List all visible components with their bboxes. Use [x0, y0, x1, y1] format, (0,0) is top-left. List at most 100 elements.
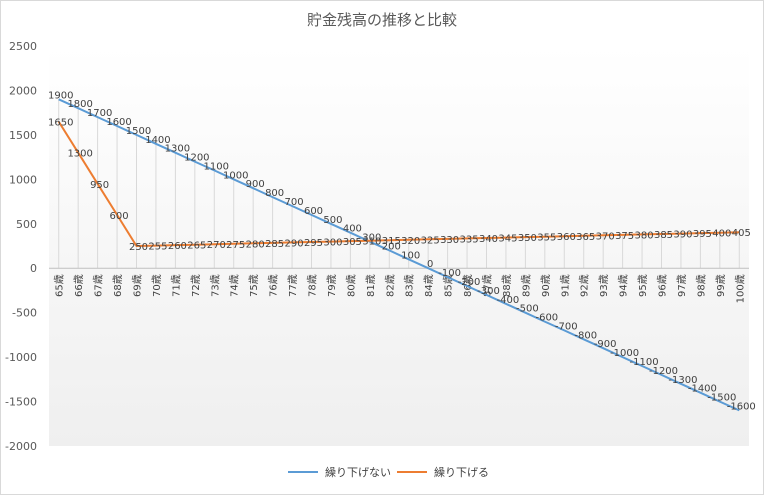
- data-label: -1500: [707, 393, 736, 404]
- x-tick-label: 73歳: [209, 274, 221, 297]
- data-label: -200: [458, 277, 481, 288]
- data-label: -1400: [688, 384, 717, 395]
- data-label: 1500: [126, 126, 151, 137]
- x-tick-label: 68歳: [112, 274, 124, 297]
- data-label: -1300: [668, 375, 697, 386]
- data-label: 1700: [87, 108, 112, 119]
- data-label: 0: [427, 259, 433, 270]
- data-label: 700: [285, 197, 304, 208]
- data-label: -1100: [630, 357, 659, 368]
- data-label: 1200: [184, 153, 209, 164]
- data-label: 390: [673, 230, 692, 241]
- data-label: 320: [401, 236, 420, 247]
- data-label: -700: [555, 321, 578, 332]
- data-label: 250: [129, 242, 148, 253]
- x-tick-label: 74歳: [229, 274, 241, 297]
- y-tick-label: 1500: [9, 129, 37, 142]
- x-tick-label: 87歳: [482, 274, 494, 297]
- x-tick-label: 99歳: [715, 274, 727, 297]
- data-label: 395: [693, 229, 712, 240]
- x-tick-label: 91歳: [559, 274, 571, 297]
- data-label: 325: [421, 235, 440, 246]
- data-label: 270: [207, 240, 226, 251]
- x-tick-label: 69歳: [132, 274, 144, 297]
- data-label: 500: [323, 215, 342, 226]
- series-line-1: [58, 98, 740, 412]
- data-label: 1400: [145, 135, 170, 146]
- data-label: 1000: [223, 170, 248, 181]
- data-label: -100: [438, 268, 461, 279]
- data-label: 200: [382, 241, 401, 252]
- data-label: 295: [304, 238, 323, 249]
- data-label: 375: [615, 231, 634, 242]
- data-label: 280: [246, 239, 265, 250]
- data-label: 300: [362, 233, 381, 244]
- y-tick-label: 0: [30, 262, 37, 275]
- data-label: 1300: [165, 144, 190, 155]
- data-label: 335: [460, 234, 479, 245]
- series-line-2: [57, 121, 740, 247]
- data-label: 370: [596, 231, 615, 242]
- legend-label-series-1: 繰り下げない: [325, 465, 391, 479]
- x-tick-label: 89歳: [520, 274, 532, 297]
- data-label: 600: [304, 206, 323, 217]
- x-tick-label: 78歳: [307, 274, 319, 297]
- x-tick-label: 71歳: [170, 274, 182, 297]
- x-tick-label: 84歳: [423, 274, 435, 297]
- y-tick-label: 500: [16, 218, 37, 231]
- legend: 繰り下げない 繰り下げる: [288, 465, 489, 479]
- data-label: 950: [90, 180, 109, 191]
- data-label: 1600: [106, 117, 131, 128]
- data-label: -1600: [727, 401, 756, 412]
- y-tick-label: 2500: [9, 40, 37, 53]
- data-label: 260: [168, 241, 187, 252]
- data-label: 365: [576, 232, 595, 243]
- data-label: 330: [440, 235, 459, 246]
- x-tick-label: 90歳: [540, 274, 552, 297]
- data-label: 350: [518, 233, 537, 244]
- data-label: -900: [594, 339, 617, 350]
- y-tick-label: -2000: [5, 440, 37, 453]
- x-tick-label: 72歳: [190, 274, 202, 297]
- x-tick-label: 94歳: [618, 274, 630, 297]
- data-label: 1650: [48, 118, 73, 129]
- y-tick-label: -1000: [5, 351, 37, 364]
- x-tick-label: 92歳: [579, 274, 591, 297]
- data-label: 600: [110, 211, 129, 222]
- data-label: 385: [654, 230, 673, 241]
- chart-title: 貯金残高の推移と比較: [307, 11, 457, 29]
- data-label: 345: [498, 234, 517, 245]
- legend-label-series-2: 繰り下げる: [434, 465, 489, 479]
- x-tick-label: 77歳: [287, 274, 299, 297]
- x-tick-label: 96歳: [657, 274, 669, 297]
- x-tick-label: 76歳: [268, 274, 280, 297]
- data-label: -1000: [610, 348, 639, 359]
- data-label: 1300: [67, 149, 92, 160]
- data-label: 275: [226, 240, 245, 251]
- data-label: 400: [343, 224, 362, 235]
- data-label: -1200: [649, 366, 678, 377]
- x-tick-label: 93歳: [598, 274, 610, 297]
- data-label: 1100: [204, 161, 229, 172]
- x-tick-label: 79歳: [326, 274, 338, 297]
- x-tick-label: 70歳: [151, 274, 163, 297]
- x-tick-label: 65歳: [54, 274, 66, 297]
- data-label: 900: [246, 179, 265, 190]
- data-label: 285: [265, 239, 284, 250]
- x-tick-label: 97歳: [676, 274, 688, 297]
- data-label: 305: [343, 237, 362, 248]
- x-tick-label: 88歳: [501, 274, 513, 297]
- x-tick-label: 81歳: [365, 274, 377, 297]
- x-tick-label: 67歳: [93, 274, 105, 297]
- data-label: 1900: [48, 90, 73, 101]
- data-label: -300: [477, 286, 500, 297]
- x-tick-label: 66歳: [73, 274, 85, 297]
- data-label: 255: [148, 242, 167, 253]
- data-label: -500: [516, 304, 539, 315]
- data-label: 315: [382, 236, 401, 247]
- x-tick-label: 75歳: [248, 274, 260, 297]
- data-label: 355: [537, 233, 556, 244]
- data-label: -800: [574, 330, 597, 341]
